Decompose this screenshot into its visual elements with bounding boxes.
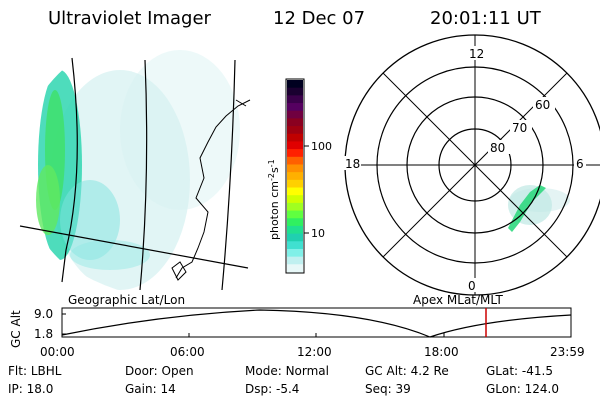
colorbar-tick: 10 xyxy=(311,227,325,240)
colorbar-segment xyxy=(287,110,303,119)
mlat-label-80: 80 xyxy=(490,141,505,155)
colorbar-segment xyxy=(287,210,303,219)
xtick-18: 18:00 xyxy=(424,345,459,359)
xtick-12: 12:00 xyxy=(297,345,332,359)
colorbar-segment xyxy=(287,264,303,273)
apex-label: Apex MLat/MLT xyxy=(413,293,503,307)
colorbar-segment xyxy=(287,256,303,265)
colorbar-segment xyxy=(287,218,303,227)
coastline xyxy=(235,99,247,107)
door-field: Door: Open xyxy=(125,364,194,378)
date-label: 12 Dec 07 xyxy=(273,8,366,29)
colorbar-segment xyxy=(287,149,303,158)
geographic-label: Geographic Lat/Lon xyxy=(68,293,186,307)
colorbar-segment xyxy=(287,164,303,173)
mode-field: Mode: Normal xyxy=(245,364,329,378)
colorbar-segment xyxy=(287,156,303,165)
mlt-label-12: 12 xyxy=(469,47,484,61)
mlat-label-60: 60 xyxy=(535,98,550,112)
colorbar-segment xyxy=(287,233,303,242)
colorbar-segment xyxy=(287,248,303,258)
meridian-line xyxy=(61,57,78,283)
time-label: 20:01:11 UT xyxy=(430,8,541,29)
gc-alt-field: GC Alt: 4.2 Re xyxy=(365,364,449,378)
colorbar-segment xyxy=(287,202,303,212)
colorbar-segment xyxy=(287,179,303,189)
colorbar-segment xyxy=(287,195,303,204)
colorbar-segment xyxy=(287,187,303,196)
colorbar-segment xyxy=(287,225,303,235)
meridian-line xyxy=(139,59,148,291)
polar-plot: 12 18 6 0 60 70 80 xyxy=(343,34,600,296)
colorbar-segment xyxy=(287,241,303,250)
aurora-emission-left xyxy=(36,50,240,290)
colorbar-segment xyxy=(287,80,303,89)
colorbar-segment xyxy=(287,141,303,150)
xtick-end: 23:59 xyxy=(550,345,585,359)
island xyxy=(171,261,187,281)
instrument-title: Ultraviolet Imager xyxy=(48,8,211,29)
colorbar-segment xyxy=(287,126,303,135)
seq-field: Seq: 39 xyxy=(365,382,411,396)
mlat-label-70: 70 xyxy=(512,121,527,135)
mlt-label-18: 18 xyxy=(345,157,360,171)
glon-field: GLon: 124.0 xyxy=(486,382,559,396)
colorbar: 100 10 photon cm-2s-1 xyxy=(267,78,332,274)
colorbar-segment xyxy=(287,87,303,96)
xtick-0: 00:00 xyxy=(40,345,75,359)
colorbar-unit-label: photon cm-2s-1 xyxy=(267,159,281,240)
mlt-label-0: 0 xyxy=(468,279,476,293)
colorbar-segment xyxy=(287,118,303,127)
colorbar-segment xyxy=(287,95,303,104)
ytick-min: 1.8 xyxy=(34,327,53,341)
colorbar-segment xyxy=(287,172,303,181)
filter-field: Flt: LBHL xyxy=(8,364,62,378)
glat-field: GLat: -41.5 xyxy=(486,364,553,378)
altitude-timeline: GC Alt 9.0 1.8 00:00 06:00 12:00 18:00 2… xyxy=(9,307,585,359)
colorbar-segment xyxy=(287,103,303,112)
coastline xyxy=(175,99,251,279)
meridian-line xyxy=(221,59,236,291)
latitude-line xyxy=(19,225,249,269)
mlt-label-6: 6 xyxy=(576,157,584,171)
ytick-max: 9.0 xyxy=(34,307,53,321)
altitude-curve xyxy=(61,309,572,338)
dsp-field: Dsp: -5.4 xyxy=(245,382,300,396)
gain-field: Gain: 14 xyxy=(125,382,176,396)
colorbar-segment xyxy=(287,133,303,142)
xtick-6: 06:00 xyxy=(170,345,205,359)
colorbar-frame xyxy=(285,78,305,274)
timeline-ylabel: GC Alt xyxy=(9,310,23,348)
geographic-image xyxy=(19,50,251,291)
colorbar-tick: 100 xyxy=(311,140,332,153)
ip-field: IP: 18.0 xyxy=(8,382,54,396)
